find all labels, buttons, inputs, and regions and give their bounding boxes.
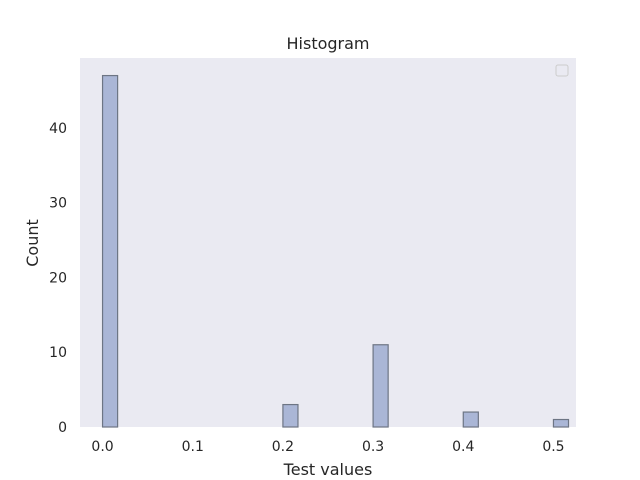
histogram-bar [101, 74, 119, 428]
x-axis-label: Test values [283, 460, 373, 479]
x-tick-label: 0.3 [362, 439, 384, 455]
x-tick-label: 0.2 [272, 439, 294, 455]
histogram-bar [462, 411, 479, 428]
chart-title: Histogram [287, 34, 370, 53]
y-tick-label: 20 [49, 270, 67, 286]
bars-group [101, 74, 570, 428]
y-tick-label: 10 [49, 345, 67, 361]
x-tick-label: 0.0 [91, 439, 113, 455]
x-tick-labels: 0.0 0.1 0.2 0.3 0.4 0.5 [91, 439, 564, 455]
plot-area [80, 58, 576, 427]
y-tick-label: 0 [58, 420, 67, 436]
x-tick-label: 0.4 [452, 439, 474, 455]
y-tick-labels: 0 10 20 30 40 [49, 121, 67, 436]
x-tick-label: 0.1 [182, 439, 204, 455]
y-tick-label: 40 [49, 121, 67, 137]
legend-box [555, 64, 569, 77]
y-axis-label: Count [23, 219, 42, 267]
histogram-bar [552, 418, 570, 428]
x-tick-label: 0.5 [542, 439, 564, 455]
histogram-bar [282, 403, 299, 428]
y-tick-label: 30 [49, 196, 67, 212]
histogram-bar [372, 344, 389, 428]
